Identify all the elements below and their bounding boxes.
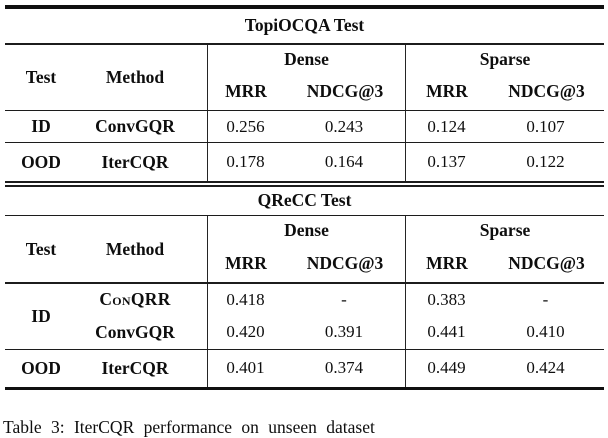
cell-method: ConvGQR bbox=[95, 321, 175, 342]
cell-dense-ndcg3: 0.164 bbox=[324, 152, 364, 172]
rule bbox=[5, 214, 604, 217]
cell-test: ID bbox=[31, 116, 51, 136]
cell-dense-ndcg3: - bbox=[341, 289, 347, 309]
col-header-test: Test bbox=[25, 66, 57, 87]
col-header-sparse-ndcg3: NDCG@3 bbox=[508, 253, 585, 274]
cell-sparse-mrr: 0.124 bbox=[405, 111, 487, 142]
table1-title: TopiOCQA Test bbox=[244, 15, 365, 36]
top-rule bbox=[5, 5, 604, 9]
cell-sparse-ndcg3: 0.122 bbox=[526, 152, 565, 172]
col-header-dense-mrr: MRR bbox=[225, 253, 267, 274]
group-dense: Dense MRR NDCG@3 bbox=[207, 216, 405, 283]
cell-test: OOD bbox=[21, 357, 61, 378]
cell-test-rowspan: ID bbox=[31, 305, 51, 326]
double-rule-bottom bbox=[5, 185, 604, 187]
group-sparse: Sparse MRR NDCG@3 bbox=[405, 216, 604, 283]
cell-test: OOD bbox=[21, 151, 61, 172]
table-row: ConQRR 0.418 - 0.383 - bbox=[5, 283, 604, 316]
rule bbox=[5, 282, 604, 284]
cell-sparse-mrr: 0.137 bbox=[405, 143, 487, 182]
table-row: OOD IterCQR 0.178 0.164 0.137 0.122 bbox=[5, 143, 604, 182]
group-sparse: Sparse MRR NDCG@3 bbox=[405, 44, 604, 110]
results-table: TopiOCQA Test Test Method Dense MRR NDCG… bbox=[5, 0, 604, 391]
col-header-method: Method bbox=[105, 238, 165, 259]
col-header-test: Test bbox=[25, 238, 57, 259]
rule bbox=[5, 142, 604, 144]
col-header-sparse-ndcg3: NDCG@3 bbox=[508, 81, 585, 101]
cell-sparse-mrr: 0.449 bbox=[405, 349, 487, 387]
table2-header: Test Method Dense MRR NDCG@3 Sparse MRR … bbox=[5, 216, 604, 283]
group-header-sparse: Sparse bbox=[479, 48, 531, 69]
cell-method: ConQRR bbox=[99, 289, 171, 310]
group-header-dense: Dense bbox=[284, 48, 329, 69]
table-row: ID ConvGQR 0.256 0.243 0.124 0.107 bbox=[5, 111, 604, 142]
table-row: OOD IterCQR 0.401 0.374 0.449 0.424 bbox=[5, 349, 604, 387]
cell-dense-mrr: 0.418 bbox=[207, 283, 283, 316]
group-header-dense: Dense bbox=[284, 220, 329, 241]
cell-sparse-ndcg3: 0.107 bbox=[526, 116, 565, 136]
double-rule-top bbox=[5, 181, 604, 183]
cell-method: ConvGQR bbox=[95, 116, 175, 136]
group-header-sparse: Sparse bbox=[479, 220, 531, 241]
cell-sparse-mrr: 0.383 bbox=[405, 283, 487, 316]
cell-sparse-ndcg3: 0.424 bbox=[526, 358, 565, 378]
cell-dense-mrr: 0.256 bbox=[207, 111, 283, 142]
cell-sparse-ndcg3: 0.410 bbox=[526, 322, 565, 342]
cell-sparse-ndcg3: - bbox=[542, 289, 549, 309]
table2-title: QReCC Test bbox=[257, 190, 352, 211]
table1-header: Test Method Dense MRR NDCG@3 Sparse MRR … bbox=[5, 44, 604, 110]
cell-dense-ndcg3: 0.243 bbox=[324, 116, 364, 136]
rule bbox=[5, 109, 604, 111]
cell-sparse-mrr: 0.441 bbox=[405, 315, 487, 349]
col-header-method: Method bbox=[105, 66, 165, 87]
col-header-dense-mrr: MRR bbox=[225, 81, 267, 101]
rule bbox=[5, 43, 604, 45]
cell-dense-mrr: 0.420 bbox=[207, 315, 283, 349]
rule bbox=[5, 348, 604, 350]
col-header-dense-ndcg3: NDCG@3 bbox=[306, 253, 384, 274]
bottom-rule bbox=[5, 386, 604, 391]
table-row: ConvGQR 0.420 0.391 0.441 0.410 bbox=[5, 315, 604, 349]
id-row-group: ID ConQRR 0.418 - 0.383 - ConvGQR 0.420 … bbox=[5, 283, 604, 349]
col-header-sparse-mrr: MRR bbox=[426, 253, 468, 274]
cell-method: IterCQR bbox=[101, 151, 169, 172]
cell-dense-mrr: 0.178 bbox=[207, 143, 283, 182]
cell-method: IterCQR bbox=[101, 357, 169, 378]
col-header-dense-ndcg3: NDCG@3 bbox=[306, 81, 384, 101]
group-dense: Dense MRR NDCG@3 bbox=[207, 44, 405, 110]
col-header-sparse-mrr: MRR bbox=[426, 81, 468, 101]
cell-dense-ndcg3: 0.391 bbox=[324, 322, 364, 342]
cell-dense-mrr: 0.401 bbox=[207, 349, 283, 387]
cell-dense-ndcg3: 0.374 bbox=[324, 358, 364, 378]
